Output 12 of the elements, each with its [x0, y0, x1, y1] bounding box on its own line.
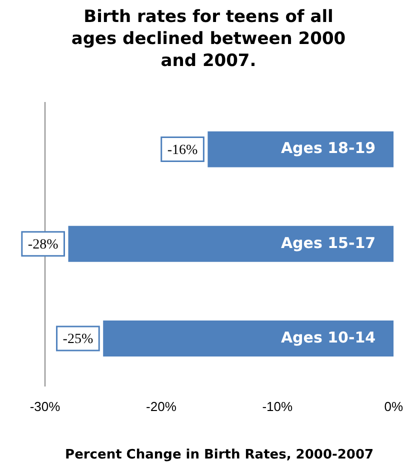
- data-label: -25%: [62, 332, 94, 348]
- x-axis-title: Percent Change in Birth Rates, 2000-2007: [65, 448, 374, 463]
- y-tick-label: Ages 15-17: [280, 234, 376, 252]
- x-tick-label: 0%: [384, 399, 404, 414]
- x-tick-label: -30%: [30, 399, 61, 414]
- y-tick-label: Ages 18-19: [280, 139, 376, 158]
- y-tick-label: Ages 10-14: [280, 328, 376, 346]
- data-label: -16%: [167, 142, 198, 158]
- x-tick-label: -20%: [146, 399, 177, 414]
- x-tick-label: -10%: [262, 399, 294, 414]
- chart-title: Birth rates for teens of all ages declined between 2000 and 2007.: [70, 6, 347, 73]
- data-label: -28%: [28, 238, 59, 253]
